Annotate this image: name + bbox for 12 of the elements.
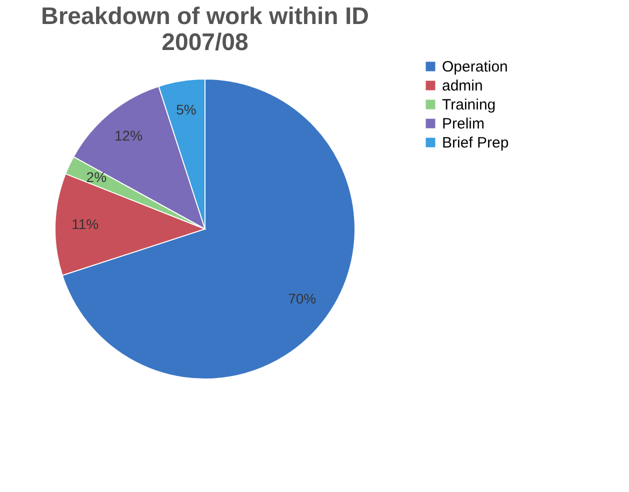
data-label: 2% <box>86 168 107 185</box>
text: 2007/08 <box>162 29 248 56</box>
legend-label: Training <box>442 96 496 114</box>
legend-label: Prelim <box>442 116 485 132</box>
legend-label: Operation <box>442 58 508 76</box>
legend-label: Brief Prep <box>442 134 509 152</box>
data-label: 5% <box>176 101 196 118</box>
data-label: 12% <box>114 128 143 144</box>
legend-label: admin <box>442 78 483 94</box>
data-label: 11% <box>72 216 99 232</box>
text: Breakdown of work within ID <box>40 3 370 30</box>
data-label: 70% <box>288 290 316 307</box>
